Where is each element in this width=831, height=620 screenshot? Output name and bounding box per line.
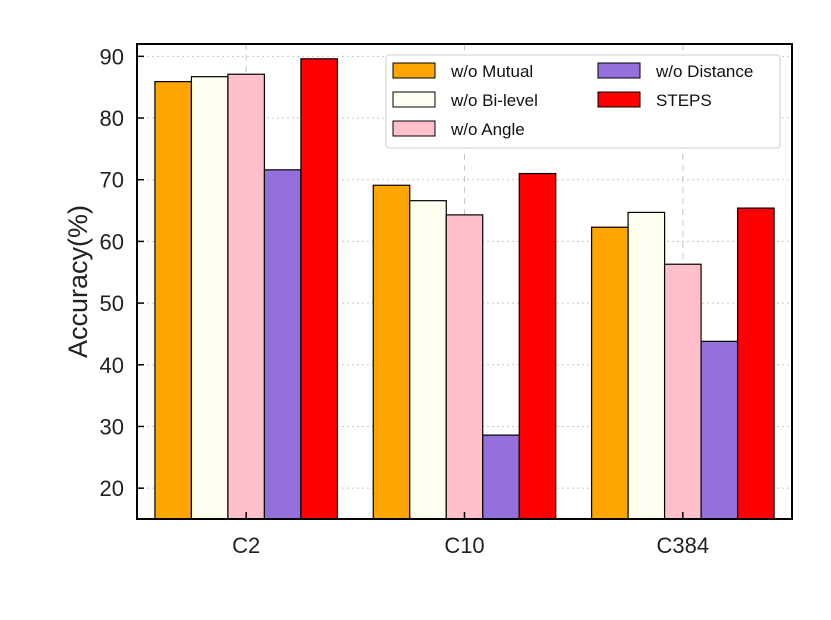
bar-c10-w-o-bi-level (409, 200, 447, 520)
legend-item: STEPS (597, 91, 712, 110)
x-axis-ticks: C2 C10 C384 (232, 512, 709, 558)
y-tick-label: 20 (100, 476, 124, 501)
legend-label: w/o Mutual (450, 62, 533, 81)
bar-c384-w-o-mutual (590, 226, 629, 520)
legend-label: STEPS (656, 91, 712, 110)
y-tick-label: 50 (100, 291, 124, 316)
y-axis-ticks: 20 30 40 50 60 70 80 90 (100, 44, 144, 501)
bar-c2-w-o-mutual (154, 81, 193, 520)
legend-item: w/o Distance (597, 62, 753, 81)
legend-label: w/o Angle (450, 120, 525, 139)
bar-c10-w-o-mutual (372, 184, 411, 520)
bar-c384-w-o-bi-level (627, 211, 666, 520)
bar-c384-w-o-distance (700, 340, 739, 520)
legend-item: w/o Angle (392, 120, 525, 139)
y-tick-label: 30 (100, 414, 124, 439)
legend-swatch (392, 62, 436, 79)
bar-c384-w-o-angle (663, 263, 702, 520)
y-tick-label: 90 (100, 44, 124, 69)
legend-box (385, 54, 781, 149)
bar-c2-w-o-bi-level (190, 76, 229, 520)
legend-item: w/o Mutual (392, 62, 533, 81)
legend-swatch (597, 62, 641, 79)
bar-c2-w-o-angle (227, 73, 266, 520)
y-tick-label: 80 (100, 106, 124, 131)
y-tick-label: 60 (100, 229, 124, 254)
y-tick-label: 70 (100, 168, 124, 193)
legend-swatch (392, 120, 436, 137)
x-tick-label: C384 (657, 533, 710, 558)
legend-label: w/o Distance (655, 62, 753, 81)
legend-label: w/o Bi-level (450, 91, 538, 110)
legend-swatch (392, 91, 436, 108)
bar-c384-steps (736, 207, 775, 520)
legend: w/o Mutual w/o Bi-level w/o Angle w/o Dista… (385, 54, 781, 149)
x-tick-label: C2 (232, 533, 260, 558)
bar-c10-w-o-distance (482, 434, 520, 520)
y-tick-label: 40 (100, 353, 124, 378)
bars (154, 58, 775, 520)
x-tick-label: C10 (444, 533, 484, 558)
y-axis-title: Accuracy(%) (63, 205, 93, 358)
legend-item: w/o Bi-level (392, 91, 538, 110)
legend-swatch (597, 91, 641, 108)
bar-c2-w-o-distance (263, 169, 302, 520)
bar-c2-steps (300, 58, 339, 520)
bar-c10-steps (518, 172, 557, 520)
bar-c10-w-o-angle (445, 214, 484, 520)
